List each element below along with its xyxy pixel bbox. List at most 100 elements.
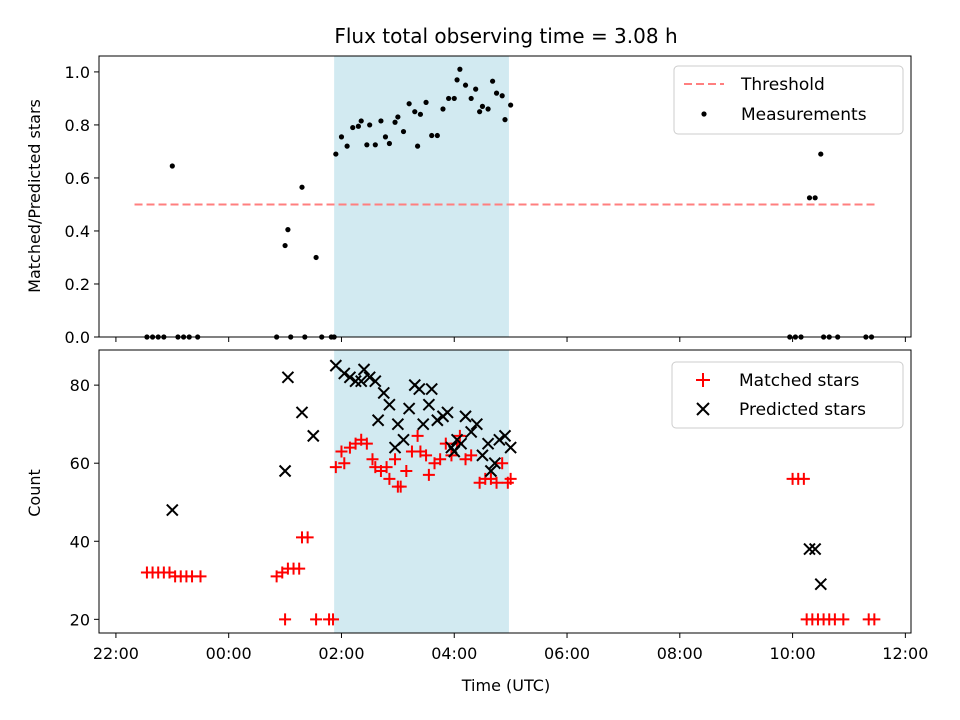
matched-star-point — [504, 472, 517, 485]
measurement-point — [395, 114, 401, 120]
predicted-star-point — [383, 398, 396, 411]
predicted-star-point — [338, 367, 351, 380]
predicted-star-point — [357, 363, 371, 376]
measurement-point — [451, 95, 457, 102]
measurement-point — [282, 242, 288, 249]
measurement-point — [299, 184, 305, 190]
bottom-y-tick-label: 80 — [70, 376, 90, 395]
top-chart-title: Flux total observing time = 3.08 h — [334, 24, 677, 48]
matched-star-point — [383, 472, 396, 485]
measurement-point — [508, 102, 514, 108]
measurement-point — [367, 122, 373, 128]
measurement-point — [386, 140, 393, 147]
predicted-star-point — [422, 398, 436, 411]
predicted-star-point — [498, 429, 512, 443]
predicted-star-point — [454, 437, 468, 450]
predicted-star-point — [391, 417, 405, 431]
legend-predicted-swatch — [696, 402, 710, 416]
measurement-point — [462, 82, 469, 88]
matched-star-point — [338, 457, 351, 470]
measurement-point — [358, 118, 364, 124]
legend-matched-swatch — [696, 373, 710, 387]
matched-star-point — [360, 437, 373, 450]
top-x-ticks — [115, 337, 906, 342]
measurement-point — [468, 95, 474, 102]
matched-star-point — [366, 453, 379, 466]
measurement-point — [355, 123, 361, 129]
matched-star-points — [140, 429, 881, 626]
matched-star-point — [465, 449, 478, 462]
top-panel: Flux total observing time = 3.08 h 0.00.… — [25, 24, 912, 347]
top-y-tick-label: 1.0 — [65, 63, 90, 82]
measurement-point — [477, 109, 483, 115]
top-observing-window — [334, 56, 509, 337]
measurement-point — [489, 78, 496, 84]
predicted-star-point — [464, 425, 478, 439]
measurement-point — [806, 195, 813, 201]
top-plot-frame — [98, 55, 912, 338]
top-y-tick-label: 0.4 — [65, 222, 90, 241]
predicted-star-point — [504, 441, 517, 454]
predicted-star-point — [476, 449, 489, 462]
legend-threshold-label: Threshold — [740, 75, 825, 95]
x-tick-label: 06:00 — [544, 644, 590, 663]
matched-star-point — [439, 437, 452, 450]
measurement-point — [440, 106, 446, 112]
measurement-point — [473, 86, 479, 92]
matched-star-point — [329, 461, 342, 474]
bottom-plot-frame — [98, 349, 912, 634]
predicted-star-point — [349, 375, 362, 388]
measurement-point — [392, 119, 398, 125]
measurement-point — [417, 111, 424, 117]
measurement-point — [454, 77, 460, 83]
predicted-star-point — [425, 382, 438, 396]
matched-star-point — [411, 429, 424, 442]
x-tick-label: 00:00 — [206, 644, 252, 663]
measurement-point — [499, 93, 505, 99]
top-legend: Threshold Measurements — [673, 65, 904, 135]
predicted-star-point — [278, 464, 292, 478]
predicted-star-point — [814, 577, 827, 591]
legend-measurements-swatch — [701, 111, 707, 117]
measurement-point — [457, 66, 463, 72]
x-tick-label: 08:00 — [657, 644, 703, 663]
predicted-star-point — [488, 456, 502, 470]
measurement-point — [313, 254, 319, 261]
measurement-point — [378, 118, 384, 124]
matched-star-point — [394, 480, 407, 493]
predicted-star-point — [481, 437, 495, 450]
matched-star-point — [490, 476, 503, 489]
measurement-point — [502, 117, 508, 123]
predicted-star-point — [441, 406, 454, 419]
predicted-star-point — [307, 429, 320, 443]
matched-star-point — [279, 613, 292, 626]
matched-star-point — [293, 562, 306, 575]
predicted-star-point — [281, 371, 295, 384]
predicted-star-point — [484, 464, 498, 478]
measurement-point — [485, 106, 491, 112]
bottom-y-tick-label: 20 — [70, 610, 90, 629]
matched-star-point — [194, 570, 207, 583]
predicted-star-point — [166, 503, 179, 517]
matched-star-point — [310, 613, 323, 626]
measurement-point — [412, 109, 418, 115]
matched-star-point — [496, 457, 509, 470]
measurement-point — [434, 132, 440, 139]
predicted-star-point — [343, 371, 357, 384]
measurement-point — [493, 90, 500, 96]
predicted-star-point — [371, 414, 385, 427]
predicted-star-point — [397, 433, 410, 446]
matched-star-point — [868, 613, 881, 626]
predicted-star-point — [413, 382, 426, 396]
measurement-point — [414, 143, 421, 149]
predicted-star-point — [369, 375, 382, 388]
predicted-star-point — [493, 433, 506, 446]
top-y-axis-label: Matched/Predicted stars — [25, 99, 44, 293]
measurement-point — [285, 227, 291, 233]
bottom-x-ticks: 22:00 00:00 02:00 04:00 06:00 08:00 10:00 12:00 — [93, 633, 928, 663]
measurement-point — [169, 163, 175, 169]
measurement-point — [479, 103, 486, 109]
bottom-y-tick-label: 40 — [70, 532, 90, 551]
matched-star-point — [301, 531, 314, 544]
